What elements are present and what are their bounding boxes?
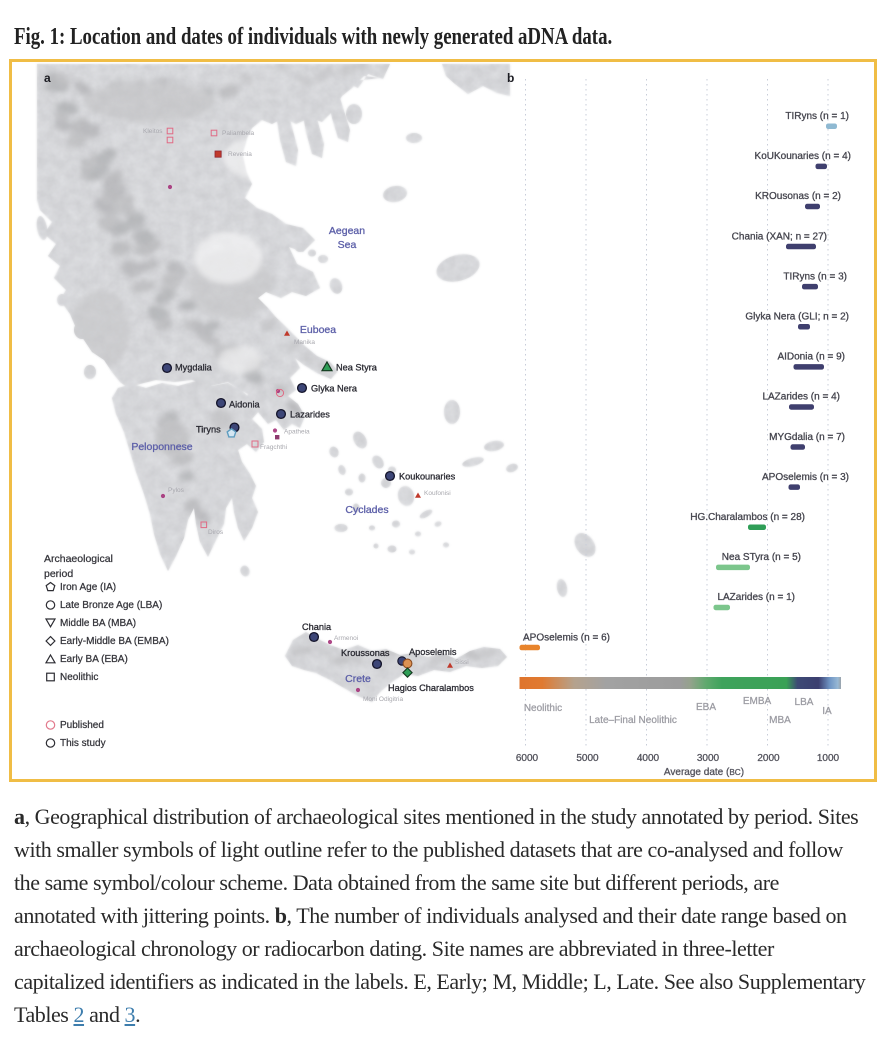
svg-text:b: b xyxy=(507,71,514,85)
svg-text:Average date (BC): Average date (BC) xyxy=(664,767,744,778)
svg-text:Paliambela: Paliambela xyxy=(222,130,255,137)
svg-text:LBA: LBA xyxy=(795,697,814,708)
svg-text:Euboea: Euboea xyxy=(300,324,336,336)
svg-text:Diros: Diros xyxy=(208,529,224,536)
svg-text:Peloponnese: Peloponnese xyxy=(131,441,192,453)
svg-text:Glyka Nera (GLI; n = 2): Glyka Nera (GLI; n = 2) xyxy=(745,312,849,323)
svg-text:Nea STyra (n = 5): Nea STyra (n = 5) xyxy=(722,552,801,563)
svg-text:Armenoi: Armenoi xyxy=(334,635,358,642)
svg-text:LAZarides (n = 4): LAZarides (n = 4) xyxy=(762,392,840,403)
svg-text:MBA: MBA xyxy=(769,715,791,726)
svg-text:Pylos: Pylos xyxy=(168,487,185,494)
svg-text:This study: This study xyxy=(60,738,106,749)
svg-text:Middle BA (MBA): Middle BA (MBA) xyxy=(60,618,136,629)
svg-text:3000: 3000 xyxy=(697,753,720,764)
svg-text:Chania (XAN; n = 27): Chania (XAN; n = 27) xyxy=(732,231,827,242)
svg-text:APOselemis (n = 3): APOselemis (n = 3) xyxy=(762,472,849,483)
svg-text:TIRyns (n = 1): TIRyns (n = 1) xyxy=(785,111,849,122)
svg-text:Late–Final Neolithic: Late–Final Neolithic xyxy=(589,715,677,726)
svg-text:Apatheia: Apatheia xyxy=(284,429,310,436)
svg-text:Lazarides: Lazarides xyxy=(290,410,330,420)
svg-text:Early BA (EBA): Early BA (EBA) xyxy=(60,654,128,665)
svg-text:Hagios Charalambos: Hagios Charalambos xyxy=(388,683,474,693)
svg-text:5000: 5000 xyxy=(576,753,599,764)
svg-text:Neolithic: Neolithic xyxy=(524,703,562,714)
svg-text:EBA: EBA xyxy=(696,702,716,713)
svg-text:Crete: Crete xyxy=(345,673,371,685)
svg-text:Glyka Nera: Glyka Nera xyxy=(311,384,358,394)
svg-text:Aegean: Aegean xyxy=(329,225,365,237)
svg-text:Neolithic: Neolithic xyxy=(60,672,98,683)
svg-text:Tiryns: Tiryns xyxy=(196,425,221,435)
svg-text:Iron Age (IA): Iron Age (IA) xyxy=(60,582,116,593)
svg-text:Moni Odigitria: Moni Odigitria xyxy=(363,696,403,703)
svg-text:6000: 6000 xyxy=(516,753,539,764)
svg-text:Chania: Chania xyxy=(302,622,332,632)
svg-text:Sea: Sea xyxy=(338,239,357,251)
svg-text:Aidonia: Aidonia xyxy=(229,400,261,410)
svg-text:APOselemis (n = 6): APOselemis (n = 6) xyxy=(523,632,610,643)
svg-text:EMBA: EMBA xyxy=(743,696,772,707)
svg-text:TIRyns (n = 3): TIRyns (n = 3) xyxy=(783,271,847,282)
svg-text:Early-Middle BA (EMBA): Early-Middle BA (EMBA) xyxy=(60,636,169,647)
svg-text:a: a xyxy=(44,71,51,85)
svg-text:Cyclades: Cyclades xyxy=(345,504,388,516)
svg-text:Sissi: Sissi xyxy=(455,659,469,666)
svg-text:Mygdalia: Mygdalia xyxy=(175,363,213,373)
svg-text:Koukounaries: Koukounaries xyxy=(399,472,456,482)
svg-text:Koufonisi: Koufonisi xyxy=(424,490,451,497)
svg-text:KROusonas (n = 2): KROusonas (n = 2) xyxy=(755,191,841,202)
svg-text:MYGdalia (n = 7): MYGdalia (n = 7) xyxy=(769,432,845,443)
svg-text:LAZarides (n = 1): LAZarides (n = 1) xyxy=(717,592,795,603)
svg-text:period: period xyxy=(44,568,73,580)
svg-text:Revenia: Revenia xyxy=(228,151,252,158)
svg-text:Manika: Manika xyxy=(294,339,315,346)
svg-text:Kleitos: Kleitos xyxy=(143,128,163,135)
svg-text:1000: 1000 xyxy=(817,753,840,764)
svg-text:Published: Published xyxy=(60,720,104,731)
svg-text:AIDonia (n = 9): AIDonia (n = 9) xyxy=(777,352,845,363)
svg-text:Aposelemis: Aposelemis xyxy=(409,647,457,657)
svg-text:2000: 2000 xyxy=(757,753,780,764)
svg-text:IA: IA xyxy=(822,706,832,717)
svg-text:Nea Styra: Nea Styra xyxy=(336,363,378,373)
svg-text:Kroussonas: Kroussonas xyxy=(341,648,390,658)
svg-text:Fragchthi: Fragchthi xyxy=(260,444,287,451)
svg-text:Late Bronze Age (LBA): Late Bronze Age (LBA) xyxy=(60,600,162,611)
svg-text:4000: 4000 xyxy=(637,753,660,764)
svg-text:HG.Charalambos (n = 28): HG.Charalambos (n = 28) xyxy=(690,512,805,523)
svg-text:Archaeological: Archaeological xyxy=(44,553,113,565)
svg-text:KoUKounaries (n = 4): KoUKounaries (n = 4) xyxy=(755,151,851,162)
